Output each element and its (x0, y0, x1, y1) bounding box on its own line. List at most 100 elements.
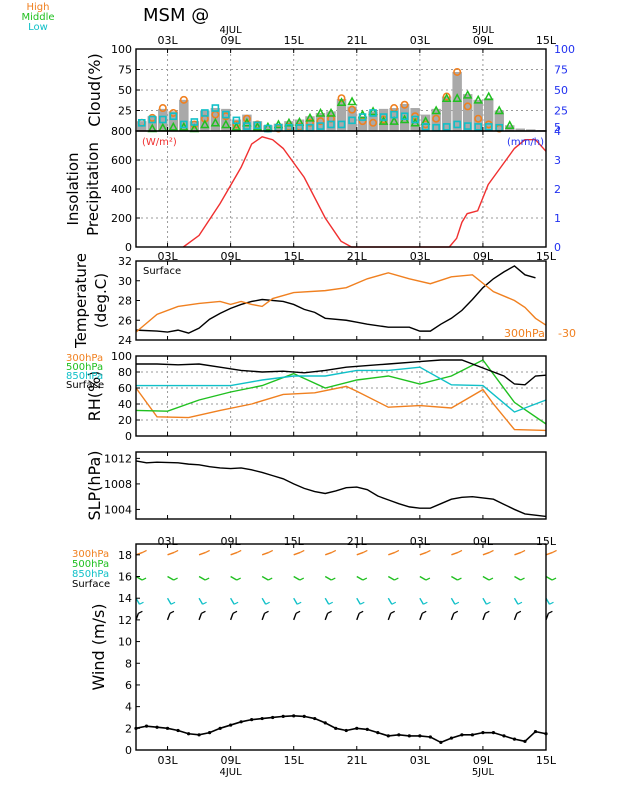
wind-barb-300hpa (356, 551, 364, 556)
precip-right-ytick-2: 2 (554, 183, 561, 196)
cloud-middle-marker (462, 89, 473, 99)
wind-barb-surface (513, 613, 518, 621)
cloud-middle-marker (168, 121, 179, 131)
wind-surface-point (207, 731, 212, 735)
cloud-low-marker (369, 109, 377, 117)
ytick-label-2-4: 32 (118, 255, 132, 268)
ytick-label-1-2: 400 (111, 183, 132, 196)
ytick-label-5-3: 6 (125, 679, 132, 692)
ylabel-1-0: Insolation (64, 152, 82, 225)
ytick-label-5-8: 16 (118, 571, 132, 584)
panel-frame-4 (135, 451, 547, 520)
data-layer (134, 67, 557, 745)
cloud-low-marker (463, 122, 472, 130)
cloud-middle-marker (221, 119, 231, 129)
cloud-high-marker (474, 114, 483, 123)
wind-barb-flag-300hpa (205, 549, 210, 553)
cloud-middle-marker (326, 107, 336, 117)
temp-300-label: 300hPa (504, 327, 545, 340)
ytick-label-0-1: 50 (118, 84, 132, 97)
xtick-label-0-5: 09L (473, 34, 494, 47)
cloud-middle-marker (336, 97, 347, 107)
cloud-low-marker (137, 119, 146, 127)
cloud-middle-marker (431, 105, 441, 115)
xtick-label-1-6: 15L (536, 250, 557, 263)
wind-surface-point (407, 734, 411, 738)
wind-surface-point (176, 728, 180, 733)
wind-surface-point (491, 731, 496, 735)
xtick-label-2-2: 15L (284, 535, 305, 548)
ylabel-3: RH(%) (85, 371, 104, 422)
wind-barb-surface (324, 613, 329, 621)
wind-surface-point (323, 721, 327, 725)
wind-surface-point (523, 739, 527, 743)
rh-line-surface (136, 359, 547, 386)
cloud-low-marker (253, 121, 262, 130)
wind-barb-surface (166, 613, 171, 621)
wind-surface-point (439, 740, 443, 745)
ylabel-1-1: Precipitation (84, 142, 102, 236)
wind-barb-500hpa (198, 575, 206, 581)
wind-barb-flag-500hpa (488, 577, 494, 581)
wind-surface-point (144, 724, 149, 728)
rh-line-850hpa (136, 366, 547, 413)
wind-barb-300hpa (324, 551, 333, 556)
wind-surface-point (250, 718, 254, 722)
cloud-bar (420, 114, 431, 131)
wind-barb-flag-300hpa (394, 549, 400, 553)
wind-barb-flag-300hpa (457, 549, 463, 553)
cloud-middle-marker (378, 116, 389, 125)
cloud-low-marker (327, 120, 335, 129)
cloud-low-marker (474, 123, 482, 131)
wind-barb-850hpa (293, 597, 298, 605)
wind-barb-300hpa (230, 551, 238, 556)
wind-barb-500hpa (482, 575, 490, 581)
wind-barb-500hpa (324, 575, 332, 581)
cloud-high-marker (305, 118, 314, 127)
wind-barb-flag-surface (358, 610, 364, 614)
temp-surface-label: Surface (143, 266, 181, 277)
wind-barb-flag-300hpa (236, 549, 242, 553)
wind-barb-850hpa (482, 597, 488, 605)
cloud-low-marker (390, 110, 398, 119)
wind-barb-surface (387, 613, 392, 621)
wind-barb-300hpa (167, 551, 175, 556)
cloud-bar (483, 98, 494, 131)
cloud-bar (347, 106, 357, 131)
date-label-top-0: 4JUL (220, 25, 243, 36)
date-label-top-1: 5JUL (472, 25, 495, 36)
ytick-label-0-3: 100 (111, 43, 132, 56)
cloud-low-marker (337, 120, 346, 129)
wind-barb-flag-500hpa (267, 577, 273, 581)
cloud-bar (494, 110, 504, 131)
ytick-label-2-2: 28 (118, 295, 132, 308)
cloud-middle-marker (452, 93, 462, 102)
cloud-middle-marker (441, 93, 452, 102)
cloud-bar (462, 94, 473, 131)
cloud-low-marker (232, 116, 241, 125)
cloud-legend-2: Low (28, 22, 48, 33)
wind-barb-flag-surface (516, 610, 522, 614)
cloud-high-marker (400, 100, 409, 109)
wind-barb-flag-850hpa (454, 601, 460, 605)
wind-barb-flag-300hpa (552, 549, 557, 553)
ytick-label-1-3: 600 (111, 154, 132, 167)
wind-barb-850hpa (513, 597, 519, 605)
wind-barb-500hpa (545, 575, 553, 581)
xtick-label-2-6: 15L (536, 535, 557, 548)
wind-barb-surface (419, 613, 423, 621)
cloud-low-marker (358, 113, 367, 121)
wind-barb-flag-300hpa (363, 549, 368, 553)
wind-barb-flag-850hpa (233, 601, 239, 605)
cloud-middle-marker (347, 96, 357, 106)
date-label-bottom-0: 4JUL (220, 767, 243, 778)
ytick-label-1-1: 200 (111, 212, 132, 225)
cloud-bar (368, 111, 378, 131)
wind-barb-flag-300hpa (426, 549, 431, 553)
cloud-bar (305, 116, 315, 131)
ytick-label-4-1: 1008 (104, 478, 132, 491)
cloud-middle-marker (368, 106, 378, 116)
xtick-label-3-3: 21L (347, 754, 368, 767)
wind-surface-point (239, 720, 243, 724)
cloud-low-marker (148, 115, 157, 124)
